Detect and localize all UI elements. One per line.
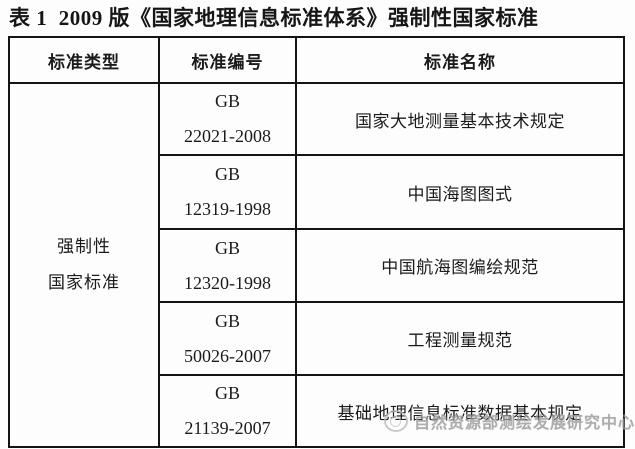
watermark-text: 自然资源部测绘发展研究中心 — [414, 415, 635, 432]
column-header-code: 标准编号 — [158, 36, 297, 84]
name-cell: 基础地理信息标准数据基本规定 — [295, 374, 625, 448]
column-header-name: 标准名称 — [295, 36, 625, 84]
code-cell: GB 21139-2007 — [158, 374, 297, 448]
table-caption: 表 1 2009 版《国家地理信息标准体系》强制性国家标准 — [9, 6, 539, 30]
table-row: GB 12319-1998 中国海图图式 — [9, 154, 625, 230]
name-cell: 中国海图图式 — [295, 154, 625, 230]
code-number: 12320-1998 — [184, 272, 271, 293]
code-number: 21139-2007 — [184, 418, 271, 438]
code-prefix: GB — [214, 383, 240, 403]
code-prefix: GB — [214, 164, 240, 184]
code-number: 50026-2007 — [184, 345, 271, 366]
code-prefix: GB — [214, 91, 240, 111]
merged-type-cell: 强制性 国家标准 — [8, 82, 160, 448]
table-row: 强制性 国家标准 GB 22021-2008 国家大地测量基本技术规定 — [8, 82, 625, 448]
code-number: 12319-1998 — [184, 199, 271, 219]
code-cell: GB 22021-2008 — [158, 82, 297, 156]
type-label-line2: 国家标准 — [48, 273, 120, 292]
column-header-type: 标准类型 — [8, 36, 160, 84]
header-row: 标准类型 标准编号 标准名称 — [8, 36, 625, 84]
name-cell: 中国航海图编绘规范 — [295, 228, 625, 303]
emblem-icon — [384, 410, 408, 432]
name-cell: 国家大地测量基本技术规定 — [295, 82, 625, 156]
table-row: GB 50026-2007 工程测量规范 — [9, 301, 625, 376]
code-cell: GB 12320-1998 — [158, 228, 297, 303]
type-label-line1: 强制性 — [57, 237, 111, 256]
table-row: GB 21139-2007 基础地理信息标准数据基本规定 — [9, 374, 625, 448]
standards-table: 标准类型 标准编号 标准名称 强制性 国家标准 GB 22021-2008 国家… — [8, 36, 625, 448]
code-prefix: GB — [214, 310, 240, 331]
code-cell: GB 12319-1998 — [158, 154, 297, 230]
code-number: 22021-2008 — [184, 126, 271, 146]
watermark: 自然资源部测绘发展研究中心 — [384, 409, 635, 433]
name-cell: 工程测量规范 — [295, 301, 625, 376]
code-cell: GB 50026-2007 — [158, 301, 297, 376]
table-row: GB 12320-1998 中国航海图编绘规范 — [9, 228, 625, 303]
code-prefix: GB — [214, 237, 240, 258]
